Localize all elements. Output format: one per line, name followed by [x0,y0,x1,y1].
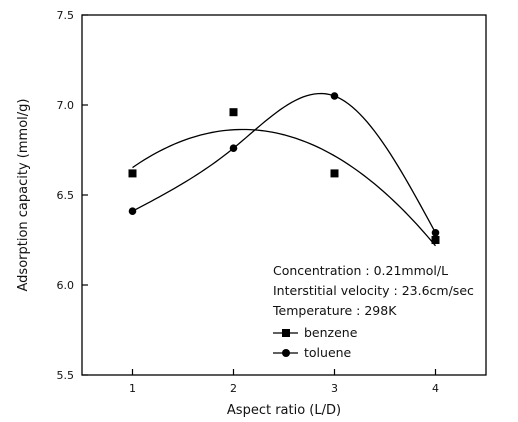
x-axis: 1 2 3 4 [129,369,439,395]
point-toluene [330,92,339,100]
point-benzene [229,108,238,117]
x-tick-label: 3 [331,382,338,395]
annotation-temperature: Temperature : 298K [272,303,397,318]
y-tick-label: 5.5 [57,369,75,382]
legend-toluene-label: toluene [304,345,352,360]
point-toluene [431,229,440,237]
y-tick-label: 7.0 [57,99,75,112]
legend: benzene toluene [273,325,358,360]
legend-benzene-marker [282,329,290,337]
point-benzene [128,169,137,178]
x-axis-label: Aspect ratio (L/D) [227,403,341,418]
curve-benzene [132,128,436,247]
annotation-concentration: Concentration : 0.21mmol/L [273,263,448,278]
point-toluene [128,207,137,215]
legend-benzene-label: benzene [304,325,358,340]
curve-toluene [132,92,437,234]
point-benzene [330,169,339,178]
y-axis: 5.5 6.0 6.5 7.0 7.5 [57,9,88,382]
x-tick-label: 1 [129,382,136,395]
annotation-velocity: Interstitial velocity : 23.6cm/sec [273,283,474,298]
plot-frame [81,14,487,376]
y-tick-label: 6.0 [57,279,75,292]
point-toluene [229,144,238,152]
y-axis-label: Adsorption capacity (mmol/g) [16,99,31,292]
x-tick-label: 4 [432,382,439,395]
legend-toluene-marker [282,349,290,357]
y-tick-label: 6.5 [57,189,75,202]
fit-curves [132,92,437,247]
data-markers [128,92,440,244]
point-benzene [431,236,440,244]
x-tick-label: 2 [230,382,237,395]
y-tick-label: 7.5 [57,9,75,22]
